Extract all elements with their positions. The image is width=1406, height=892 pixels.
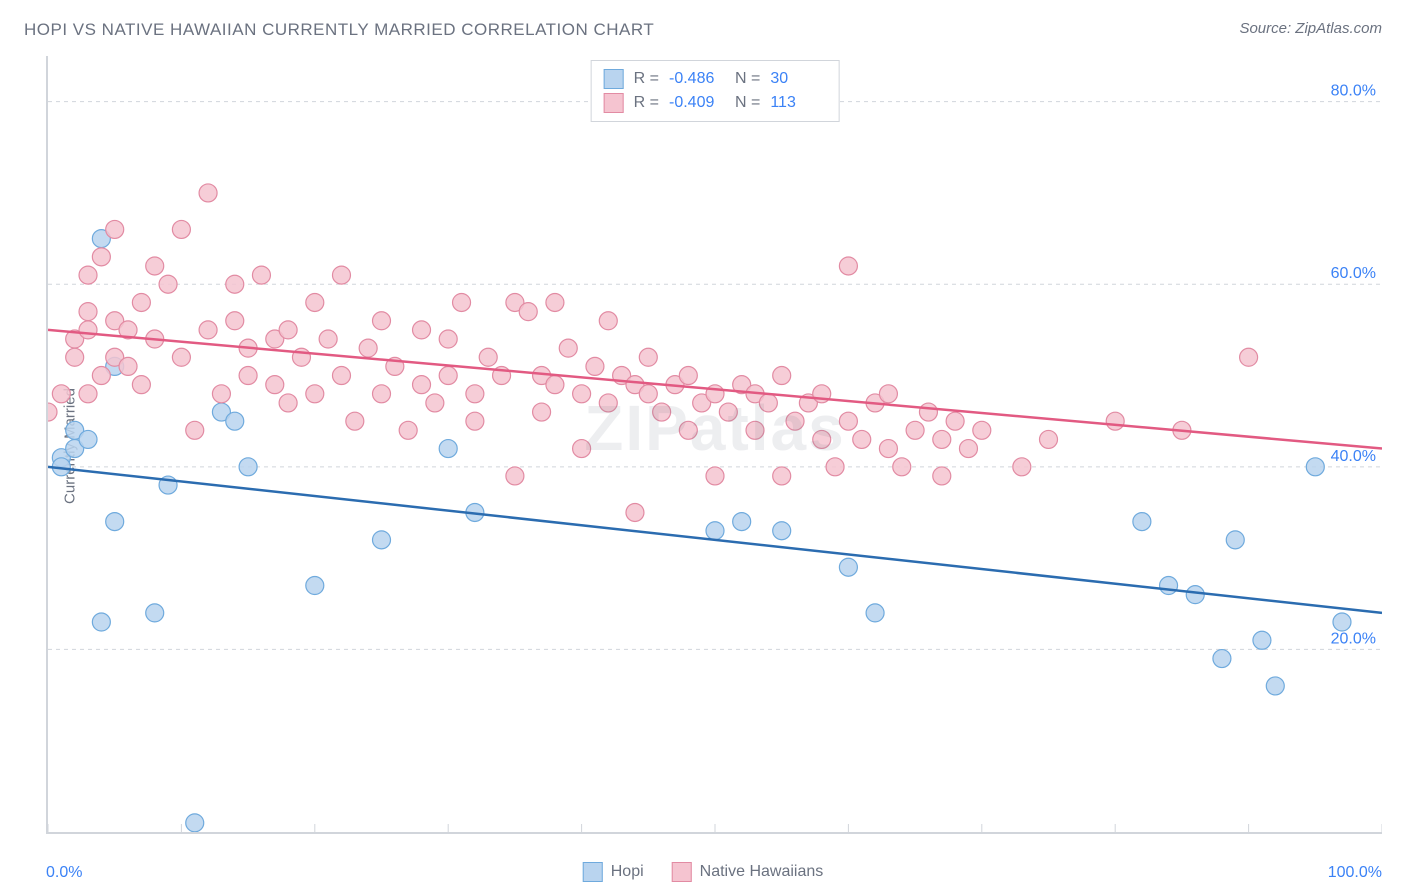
swatch-hopi (604, 69, 624, 89)
bottom-legend: Hopi Native Hawaiians (583, 862, 824, 882)
legend-item-hawaiian: Native Hawaiians (672, 862, 824, 882)
x-max-label: 100.0% (1328, 864, 1382, 882)
n-value-hopi: 30 (770, 70, 826, 88)
r-value-hopi: -0.486 (669, 70, 725, 88)
chart-area: ZIPatlas R = -0.486 N = 30 R = -0.409 N … (46, 56, 1382, 834)
stats-legend-box: R = -0.486 N = 30 R = -0.409 N = 113 (591, 60, 840, 122)
svg-text:20.0%: 20.0% (1331, 630, 1376, 647)
stats-row-hopi: R = -0.486 N = 30 (604, 67, 827, 91)
source-label: Source: ZipAtlas.com (1239, 20, 1382, 37)
r-label: R = (634, 94, 659, 112)
n-value-hawaiian: 113 (770, 94, 826, 112)
legend-swatch-hopi (583, 862, 603, 882)
chart-title: HOPI VS NATIVE HAWAIIAN CURRENTLY MARRIE… (24, 20, 654, 40)
svg-text:60.0%: 60.0% (1331, 265, 1376, 282)
svg-text:40.0%: 40.0% (1331, 448, 1376, 465)
stats-row-hawaiian: R = -0.409 N = 113 (604, 91, 827, 115)
n-label: N = (735, 70, 760, 88)
legend-swatch-hawaiian (672, 862, 692, 882)
legend-label-hopi: Hopi (611, 863, 644, 881)
legend-item-hopi: Hopi (583, 862, 644, 882)
x-min-label: 0.0% (46, 864, 82, 882)
plot-svg: 20.0% 40.0% 60.0% 80.0% (48, 56, 1382, 832)
svg-text:80.0%: 80.0% (1331, 83, 1376, 100)
r-label: R = (634, 70, 659, 88)
legend-label-hawaiian: Native Hawaiians (700, 863, 824, 881)
swatch-hawaiian (604, 93, 624, 113)
n-label: N = (735, 94, 760, 112)
r-value-hawaiian: -0.409 (669, 94, 725, 112)
